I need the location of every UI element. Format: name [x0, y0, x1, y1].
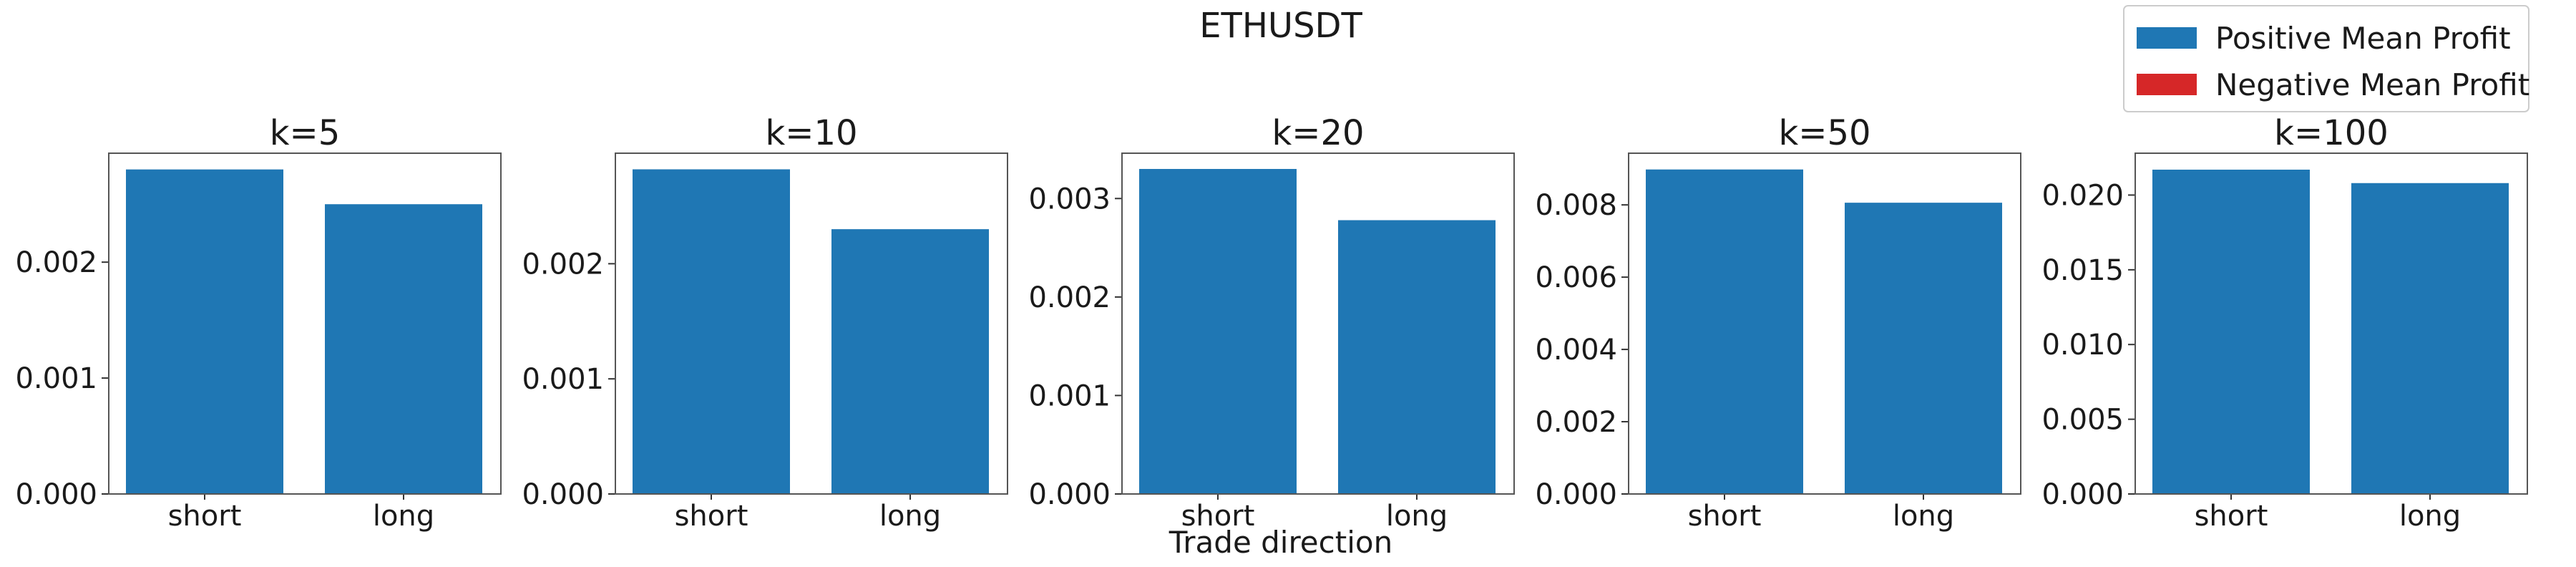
subplot-4: k=50 short long 0.000 0.002 0.004 0.006 0.008: [1535, 113, 2021, 533]
subplot-title: k=50: [1778, 113, 1870, 153]
figure-title: ETHUSDT: [1199, 6, 1362, 46]
subplot-3: k=20 short long 0.000 0.001 0.002 0.003: [1028, 113, 1515, 533]
y-tick-label: 0.010: [2041, 329, 2124, 362]
y-tick-label: 0.003: [1028, 183, 1111, 215]
y-tick-label: 0.000: [522, 478, 604, 511]
bar-short: [2152, 169, 2310, 494]
subplot-5: k=100 short long 0.000 0.005 0.010 0.015 0.020: [2041, 113, 2528, 533]
x-tick-label: short: [1181, 500, 1255, 533]
bar-short: [1646, 169, 1803, 495]
x-tick-label: long: [2399, 500, 2461, 533]
subplot-title: k=5: [270, 113, 341, 153]
legend-label-positive: Positive Mean Profit: [2215, 21, 2511, 56]
legend-label-negative: Negative Mean Profit: [2215, 67, 2529, 102]
x-tick-label: short: [1688, 500, 1762, 533]
plot-frame: [1628, 152, 2021, 495]
y-tick-label: 0.002: [15, 246, 97, 279]
y-tick-label: 0.008: [1535, 189, 1617, 222]
bar-long: [2351, 183, 2509, 494]
y-tick-label: 0.000: [1535, 478, 1617, 511]
subplots: k=5 short long 0.000 0.001 0.002 k=10 short long…: [15, 113, 2528, 533]
x-tick-label: long: [373, 500, 434, 533]
y-tick-label: 0.000: [15, 478, 97, 511]
y-tick-label: 0.004: [1535, 334, 1617, 367]
y-tick-label: 0.002: [1028, 281, 1111, 314]
y-tick-label: 0.006: [1535, 261, 1617, 294]
y-tick-label: 0.000: [2041, 478, 2124, 511]
y-tick-label: 0.002: [522, 248, 604, 281]
bar-long: [1845, 203, 2002, 494]
y-tick-label: 0.001: [522, 363, 604, 396]
legend-swatch-negative: [2137, 74, 2197, 95]
x-tick-label: long: [1893, 500, 1954, 533]
bar-short: [633, 169, 790, 494]
legend: Positive Mean Profit Negative Mean Profi…: [2123, 5, 2529, 112]
x-tick-label: long: [879, 500, 941, 533]
y-tick-label: 0.020: [2041, 179, 2124, 212]
plot-frame: [108, 152, 502, 495]
y-tick-label: 0.001: [1028, 379, 1111, 412]
plot-frame: [615, 152, 1008, 495]
bar-short: [126, 169, 283, 494]
bar-long: [831, 229, 989, 494]
plot-frame: [1121, 152, 1515, 495]
y-tick-label: 0.000: [1028, 478, 1111, 511]
y-tick-label: 0.015: [2041, 254, 2124, 287]
x-tick-label: long: [1386, 500, 1448, 533]
bar-short: [1139, 169, 1297, 494]
plot-frame: [2135, 152, 2528, 495]
x-tick-label: short: [675, 500, 748, 533]
subplot-title: k=100: [2274, 113, 2389, 153]
bar-long: [325, 204, 482, 494]
subplot-1: k=5 short long 0.000 0.001 0.002: [15, 113, 502, 533]
subplot-title: k=20: [1272, 113, 1364, 153]
y-tick-label: 0.002: [1535, 406, 1617, 439]
legend-frame: [2123, 5, 2529, 112]
x-tick-label: short: [2195, 500, 2268, 533]
y-tick-label: 0.001: [15, 362, 97, 395]
bar-long: [1338, 220, 1496, 494]
subplot-title: k=10: [765, 113, 857, 153]
x-tick-label: short: [168, 500, 242, 533]
subplot-2: k=10 short long 0.000 0.001 0.002: [522, 113, 1008, 533]
y-tick-label: 0.005: [2041, 404, 2124, 437]
x-axis-label: Trade direction: [1169, 525, 1392, 560]
legend-swatch-positive: [2137, 27, 2197, 49]
